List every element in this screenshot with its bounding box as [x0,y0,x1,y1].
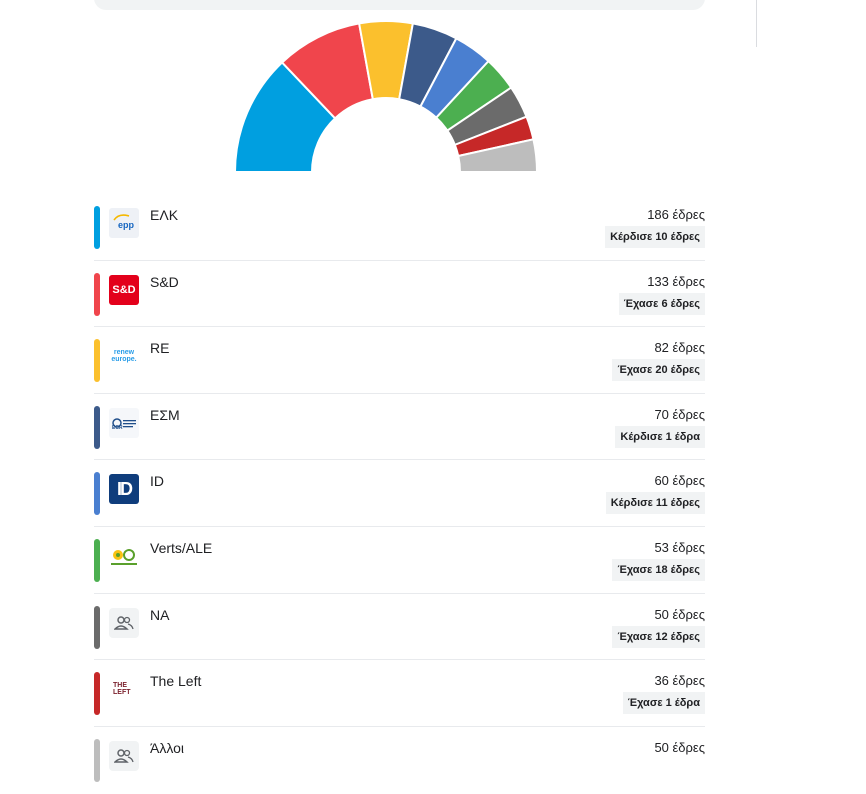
seat-change-badge: Έχασε 12 έδρες [612,625,705,648]
seat-change-badge: Έχασε 1 έδρα [622,692,705,715]
party-name: Άλλοι [150,739,185,756]
party-list: epp ΕΛΚ 186 έδρες Κέρδισε 10 έδρες S&D S… [94,194,705,793]
party-row[interactable]: renew europe. RE 82 έδρες Έχασε 20 έδρες [94,327,705,394]
seat-count: 53 έδρες [654,539,705,555]
party-row[interactable]: Verts/ALE 53 έδρες Έχασε 18 έδρες [94,527,705,594]
seat-change-badge: Κέρδισε 11 έδρες [605,492,705,515]
greens-logo [109,540,139,571]
party-row[interactable]: ID ID 60 έδρες Κέρδισε 11 έδρες [94,460,705,527]
seat-change-badge: Έχασε 20 έδρες [612,359,705,382]
party-name: S&D [150,273,179,290]
seat-count: 133 έδρες [647,273,705,289]
divider [756,0,757,47]
left-logo: THE LEFT [109,674,139,705]
party-name: ΕΣΜ [150,406,180,423]
top-card [94,0,705,10]
hemicycle-segment-8 [457,138,539,173]
party-color-bar [94,538,100,582]
party-row[interactable]: THE LEFT The Left 36 έδρες Έχασε 1 έδρα [94,660,705,727]
renew-logo-text: renew europe. [111,349,137,364]
party-row[interactable]: epp ΕΛΚ 186 έδρες Κέρδισε 10 έδρες [94,194,705,261]
svg-text:ECR: ECR [112,425,123,431]
sd-logo-text: S&D [112,283,136,296]
seat-count: 186 έδρες [647,207,705,222]
people-icon [109,740,139,771]
seat-count: 36 έδρες [654,673,705,689]
party-row[interactable]: S&D S&D 133 έδρες Έχασε 6 έδρες [94,261,705,328]
party-name: ΕΛΚ [150,207,179,223]
party-row[interactable]: Άλλοι 50 έδρες [94,727,705,794]
party-color-bar [94,605,100,649]
sd-logo: S&D [109,274,139,305]
seat-count: 60 έδρες [654,473,705,489]
seat-count: 70 έδρες [654,406,705,422]
party-name: ID [150,473,164,490]
epp-logo: epp [109,208,139,238]
svg-text:epp: epp [118,220,135,230]
party-row[interactable]: NA 50 έδρες Έχασε 12 έδρες [94,594,705,661]
party-color-bar [94,272,100,316]
party-color-bar [94,405,100,449]
party-color-bar [94,472,100,516]
hemicycle-chart [233,20,539,173]
party-color-bar [94,206,100,249]
id-logo-text: ID [117,478,133,499]
party-color-bar [94,339,100,383]
seat-count: 82 έδρες [654,340,705,356]
party-name: The Left [150,673,202,690]
people-icon [109,607,139,638]
seat-change-badge: Κέρδισε 1 έδρα [615,425,705,448]
seat-count: 50 έδρες [654,606,705,622]
party-name: RE [150,340,170,357]
seat-change-badge: Έχασε 6 έδρες [618,292,705,315]
party-name: Verts/ALE [150,539,213,556]
party-color-bar [94,672,100,716]
seat-change-badge: Έχασε 18 έδρες [612,558,705,581]
renew-logo: renew europe. [109,341,139,372]
party-name: NA [150,606,170,623]
party-row[interactable]: ECR ΕΣΜ 70 έδρες Κέρδισε 1 έδρα [94,394,705,461]
seat-change-badge: Κέρδισε 10 έδρες [605,226,705,248]
seat-count: 50 έδρες [654,739,705,755]
party-color-bar [94,738,100,782]
id-logo: ID [109,474,139,505]
ecr-logo: ECR [109,407,139,438]
left-logo-text: THE LEFT [113,682,131,697]
